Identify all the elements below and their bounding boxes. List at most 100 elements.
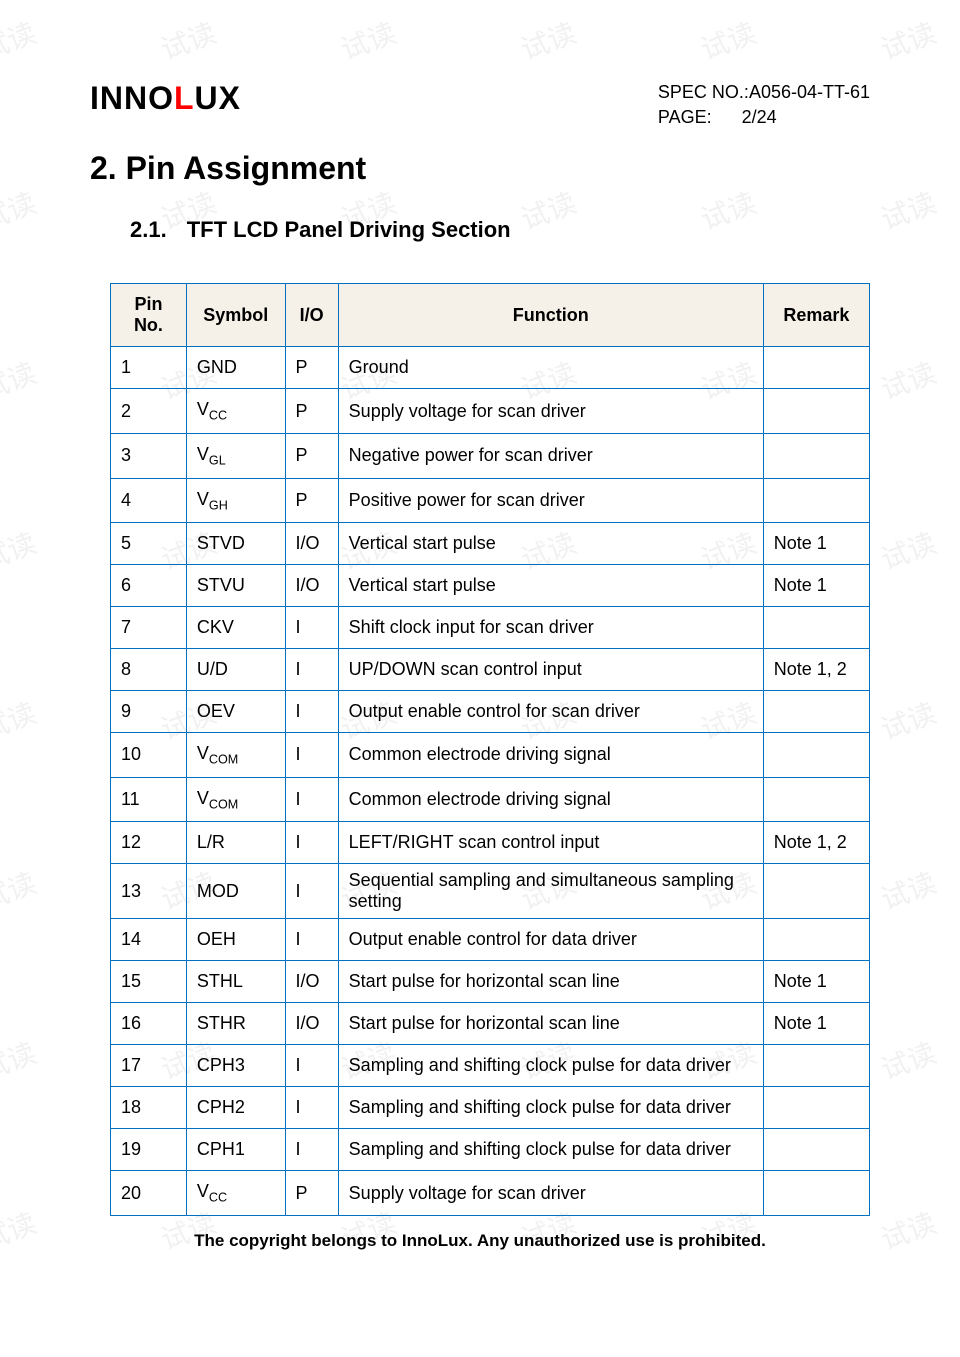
cell-pin: 2 (111, 389, 187, 434)
table-header-row: Pin No. Symbol I/O Function Remark (111, 284, 870, 347)
cell-io: I (285, 822, 338, 864)
cell-symbol: STHR (186, 1003, 285, 1045)
cell-io: I/O (285, 523, 338, 565)
cell-io: I (285, 607, 338, 649)
cell-function: Supply voltage for scan driver (338, 389, 763, 434)
cell-io: P (285, 347, 338, 389)
cell-remark (763, 1087, 869, 1129)
cell-remark (763, 1129, 869, 1171)
cell-io: P (285, 433, 338, 478)
cell-function: Supply voltage for scan driver (338, 1171, 763, 1216)
cell-symbol: CPH2 (186, 1087, 285, 1129)
cell-pin: 17 (111, 1045, 187, 1087)
table-row: 19CPH1ISampling and shifting clock pulse… (111, 1129, 870, 1171)
cell-pin: 11 (111, 777, 187, 822)
cell-function: Vertical start pulse (338, 565, 763, 607)
cell-pin: 18 (111, 1087, 187, 1129)
cell-remark: Note 1 (763, 1003, 869, 1045)
cell-remark (763, 1045, 869, 1087)
cell-pin: 13 (111, 864, 187, 919)
company-logo: INNOLUX (90, 80, 241, 117)
cell-remark (763, 919, 869, 961)
cell-symbol: VGH (186, 478, 285, 523)
cell-pin: 5 (111, 523, 187, 565)
cell-symbol: VCOM (186, 777, 285, 822)
cell-symbol: CPH1 (186, 1129, 285, 1171)
table-row: 15STHLI/OStart pulse for horizontal scan… (111, 961, 870, 1003)
cell-function: Negative power for scan driver (338, 433, 763, 478)
cell-function: Common electrode driving signal (338, 733, 763, 778)
cell-remark (763, 864, 869, 919)
cell-pin: 12 (111, 822, 187, 864)
copyright-notice: The copyright belongs to InnoLux. Any un… (90, 1231, 870, 1251)
cell-io: I (285, 864, 338, 919)
cell-symbol: MOD (186, 864, 285, 919)
header-symbol: Symbol (186, 284, 285, 347)
cell-remark: Note 1, 2 (763, 822, 869, 864)
cell-symbol: OEH (186, 919, 285, 961)
cell-symbol: STVU (186, 565, 285, 607)
cell-pin: 6 (111, 565, 187, 607)
spec-label: SPEC NO.: (658, 80, 749, 105)
cell-symbol: L/R (186, 822, 285, 864)
header-io: I/O (285, 284, 338, 347)
cell-function: Vertical start pulse (338, 523, 763, 565)
cell-io: I (285, 733, 338, 778)
cell-function: Sampling and shifting clock pulse for da… (338, 1045, 763, 1087)
cell-function: LEFT/RIGHT scan control input (338, 822, 763, 864)
cell-pin: 19 (111, 1129, 187, 1171)
cell-symbol: CKV (186, 607, 285, 649)
spec-info: SPEC NO.: A056-04-TT-61 PAGE: 2/24 (658, 80, 870, 130)
table-row: 14OEHIOutput enable control for data dri… (111, 919, 870, 961)
cell-remark: Note 1 (763, 961, 869, 1003)
header-function: Function (338, 284, 763, 347)
section-text: Pin Assignment (126, 150, 367, 186)
cell-remark (763, 607, 869, 649)
table-row: 4VGHPPositive power for scan driver (111, 478, 870, 523)
cell-pin: 4 (111, 478, 187, 523)
cell-remark: Note 1 (763, 523, 869, 565)
cell-function: Sampling and shifting clock pulse for da… (338, 1087, 763, 1129)
cell-function: UP/DOWN scan control input (338, 649, 763, 691)
cell-io: I (285, 1129, 338, 1171)
cell-pin: 9 (111, 691, 187, 733)
cell-symbol: VCC (186, 389, 285, 434)
cell-pin: 7 (111, 607, 187, 649)
cell-pin: 15 (111, 961, 187, 1003)
cell-remark (763, 691, 869, 733)
cell-pin: 10 (111, 733, 187, 778)
cell-symbol: CPH3 (186, 1045, 285, 1087)
cell-function: Start pulse for horizontal scan line (338, 961, 763, 1003)
cell-function: Common electrode driving signal (338, 777, 763, 822)
cell-function: Sequential sampling and simultaneous sam… (338, 864, 763, 919)
section-title: 2. Pin Assignment (90, 150, 870, 187)
cell-pin: 1 (111, 347, 187, 389)
header-pin: Pin No. (111, 284, 187, 347)
cell-remark (763, 777, 869, 822)
subsection-heading: 2.1. TFT LCD Panel Driving Section (130, 217, 870, 243)
cell-symbol: U/D (186, 649, 285, 691)
cell-function: Shift clock input for scan driver (338, 607, 763, 649)
cell-remark (763, 347, 869, 389)
cell-symbol: OEV (186, 691, 285, 733)
cell-io: I (285, 777, 338, 822)
subsection-number: 2.1. (130, 217, 167, 243)
cell-io: I/O (285, 1003, 338, 1045)
cell-remark (763, 433, 869, 478)
cell-io: P (285, 478, 338, 523)
spec-value: A056-04-TT-61 (749, 80, 870, 105)
table-row: 6STVUI/OVertical start pulseNote 1 (111, 565, 870, 607)
cell-function: Output enable control for scan driver (338, 691, 763, 733)
cell-io: I/O (285, 565, 338, 607)
cell-pin: 3 (111, 433, 187, 478)
cell-remark: Note 1, 2 (763, 649, 869, 691)
table-row: 7CKVIShift clock input for scan driver (111, 607, 870, 649)
table-row: 16STHRI/OStart pulse for horizontal scan… (111, 1003, 870, 1045)
table-row: 9OEVIOutput enable control for scan driv… (111, 691, 870, 733)
cell-io: I (285, 1087, 338, 1129)
table-row: 13MODISequential sampling and simultaneo… (111, 864, 870, 919)
cell-pin: 8 (111, 649, 187, 691)
section-number: 2. (90, 150, 117, 186)
table-row: 5STVDI/OVertical start pulseNote 1 (111, 523, 870, 565)
cell-symbol: STVD (186, 523, 285, 565)
